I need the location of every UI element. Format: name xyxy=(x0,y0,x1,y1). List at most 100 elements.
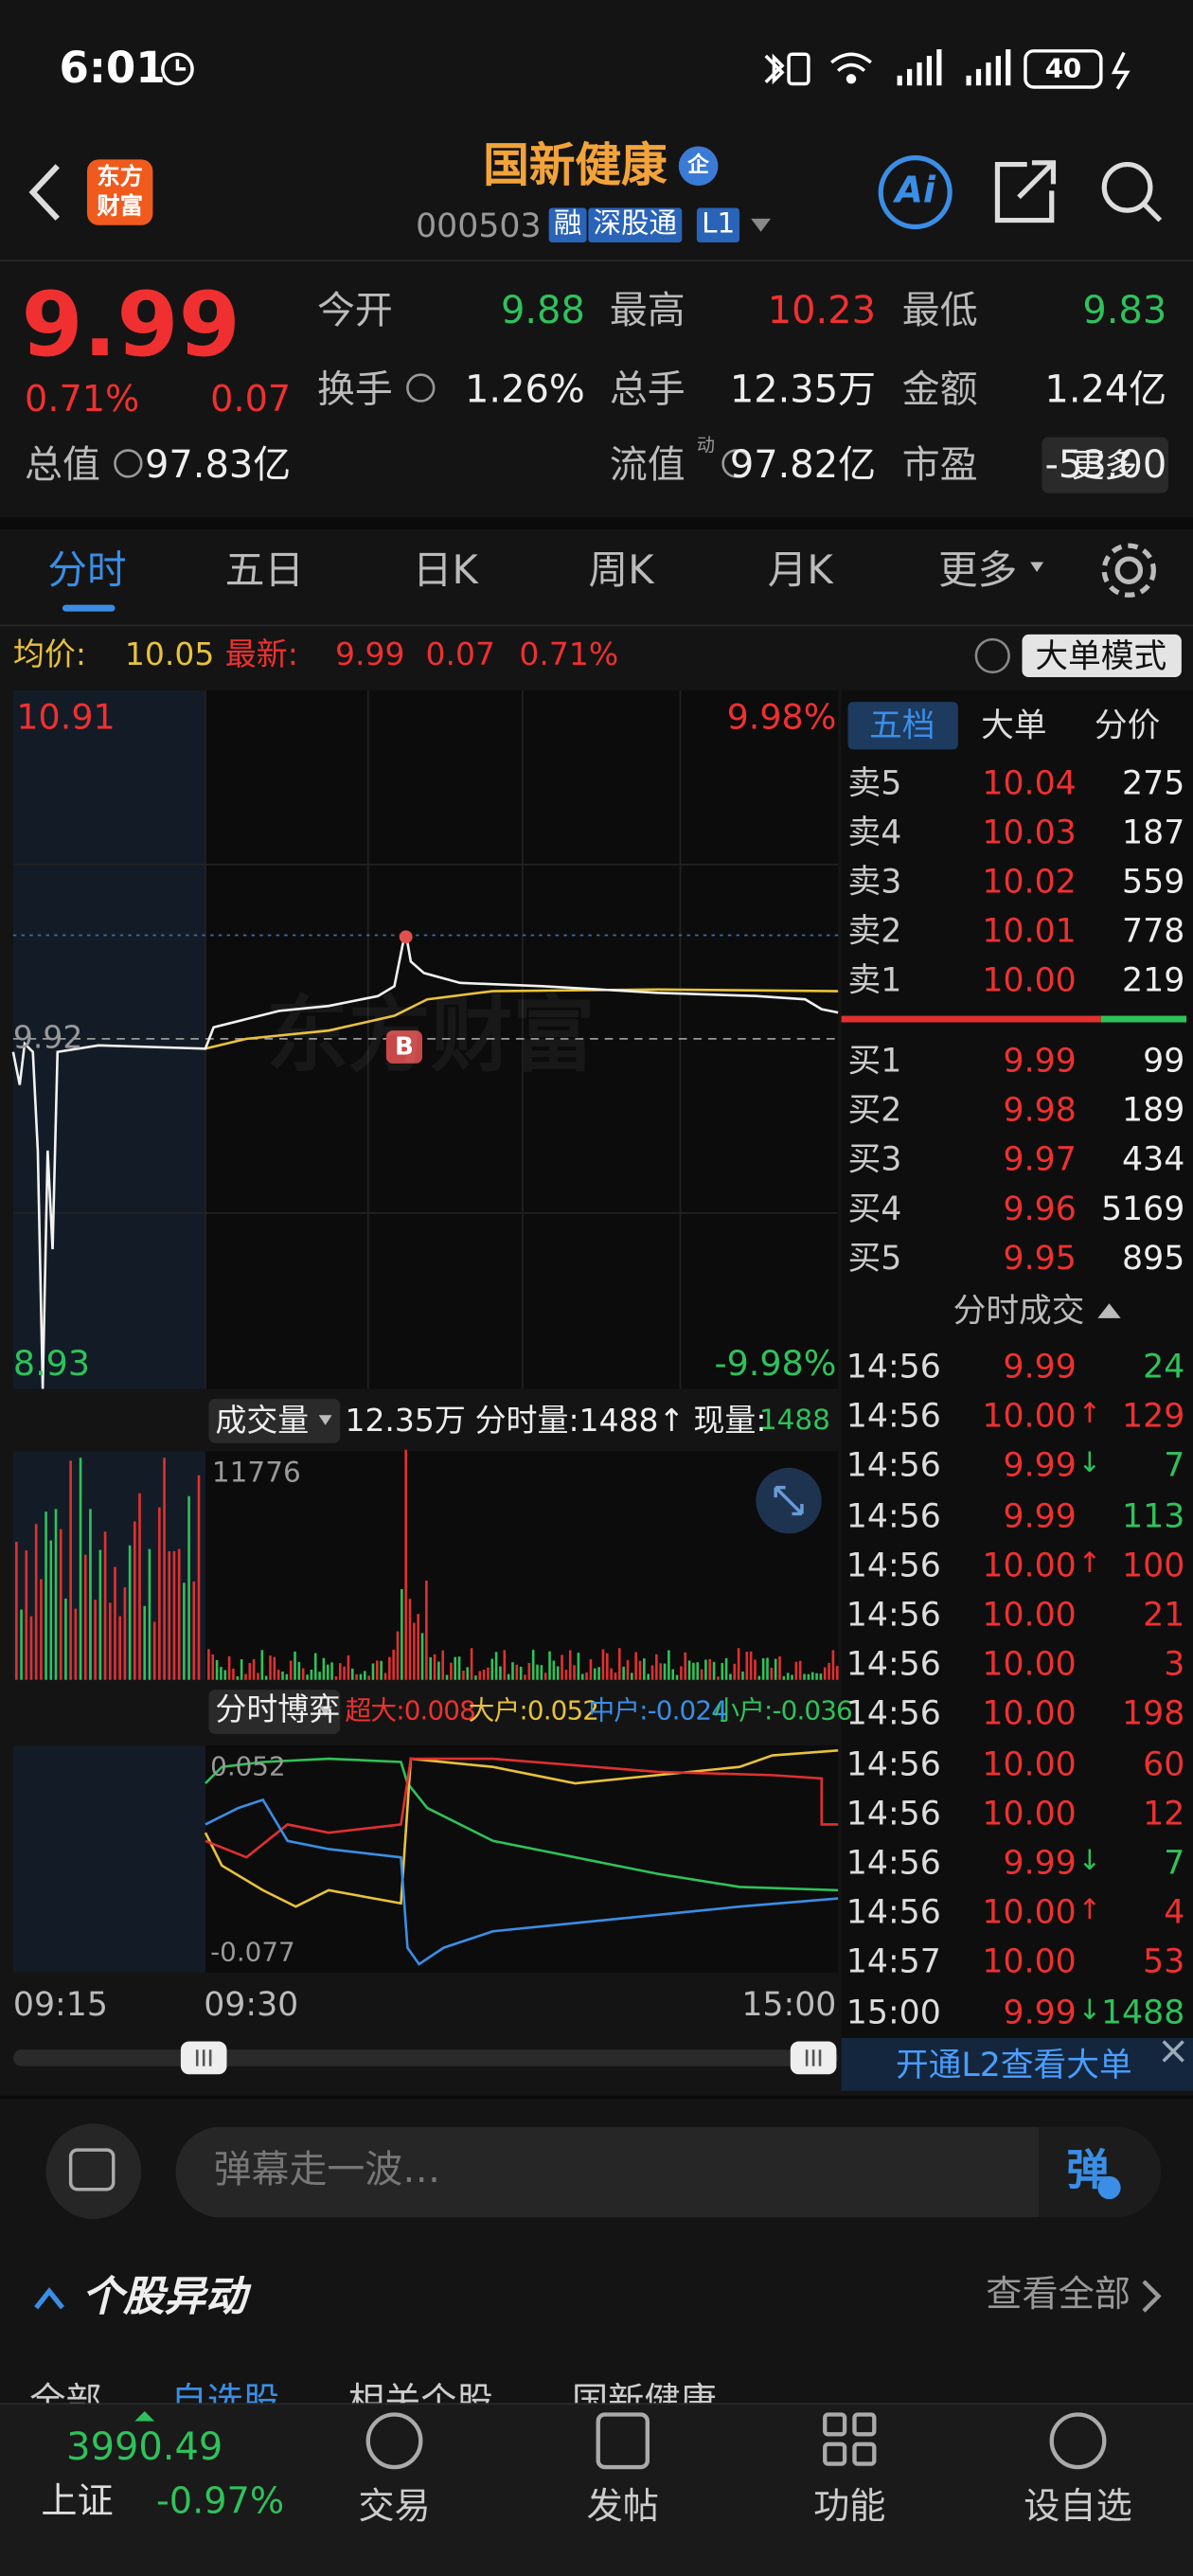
section-gap xyxy=(0,517,1193,529)
change-pct: 0.71% xyxy=(25,379,140,421)
chart-tab[interactable]: 周K xyxy=(588,546,654,594)
buy-marker-bg xyxy=(385,1030,423,1064)
watchlist-icon[interactable] xyxy=(1049,2412,1107,2470)
flow-button[interactable]: 分时博弈 xyxy=(215,1691,341,1728)
trade-volume: 1488 xyxy=(1100,1991,1185,2031)
book-level: 买3 xyxy=(847,1138,902,1179)
buy-marker: B xyxy=(395,1031,414,1062)
book-price: 10.01 xyxy=(982,910,1077,951)
trade-time: 14:56 xyxy=(846,1346,941,1386)
back-button[interactable] xyxy=(28,164,60,221)
nav-item[interactable]: 设自选 xyxy=(1024,2486,1132,2529)
danmaku-toggle[interactable] xyxy=(45,2123,142,2219)
axis-label: -9.98% xyxy=(714,1343,837,1384)
slider-track[interactable] xyxy=(12,2049,839,2066)
more-button-bg[interactable] xyxy=(1042,437,1168,493)
book-level: 买2 xyxy=(847,1089,902,1130)
trade-price: 10.00 xyxy=(982,1594,1077,1635)
stat-value: 9.88 xyxy=(500,290,585,333)
ai-label[interactable]: Ai xyxy=(895,170,936,212)
stat-label: 金额 xyxy=(901,368,978,412)
trade-price: 10.00 xyxy=(982,1395,1077,1436)
stat-value: -53.00 xyxy=(1044,444,1167,488)
book-tab[interactable]: 五档 xyxy=(869,705,935,745)
send-button[interactable]: 弹 xyxy=(1066,2146,1110,2196)
trade-price: 10.00 xyxy=(982,1545,1077,1584)
view-all[interactable]: 查看全部 xyxy=(986,2274,1131,2317)
flow-button-bg[interactable] xyxy=(208,1690,341,1734)
info-text: 0.71% xyxy=(519,636,619,673)
chart-tab[interactable]: 更多 xyxy=(937,546,1018,594)
settings-icon[interactable] xyxy=(1101,543,1156,598)
book-level: 买4 xyxy=(847,1188,902,1228)
trade-volume: 21 xyxy=(1143,1594,1185,1635)
help-icon xyxy=(974,637,1010,674)
trade-price: 9.99 xyxy=(1003,1991,1077,2031)
book-level: 买1 xyxy=(847,1040,902,1081)
book-level: 卖1 xyxy=(847,959,902,1000)
book-tab[interactable]: 大单 xyxy=(981,705,1047,745)
book-price: 10.00 xyxy=(982,959,1077,1000)
battery-level: 40 xyxy=(1044,52,1082,84)
bid-strength xyxy=(1100,1015,1187,1023)
volume-header-bg xyxy=(0,1393,839,1450)
tag: 融 xyxy=(548,207,587,242)
caret xyxy=(318,1415,332,1425)
index-name: 上证 xyxy=(41,2481,114,2524)
book-tab[interactable]: 分价 xyxy=(1094,705,1161,745)
chart-tab[interactable]: 日K xyxy=(412,546,478,594)
more-button[interactable]: 更多 xyxy=(1071,445,1137,485)
trade-arrow: ↓ xyxy=(1077,1994,1102,2028)
l2-banner[interactable]: 开通L2查看大单 xyxy=(895,2045,1132,2084)
tag: 深股通 xyxy=(588,207,683,242)
side-panel-bg xyxy=(841,689,1193,2039)
trade-volume: 3 xyxy=(1164,1643,1185,1684)
avg-line xyxy=(205,988,839,1050)
mode-button-bg[interactable] xyxy=(1022,634,1182,678)
function-icon[interactable] xyxy=(823,2412,877,2466)
post-icon[interactable] xyxy=(596,2412,650,2470)
ai-button[interactable] xyxy=(878,155,953,230)
chart-tab[interactable]: 月K xyxy=(767,546,833,594)
trade-volume: 198 xyxy=(1122,1693,1185,1733)
trade-arrow: ↓ xyxy=(1077,1845,1102,1878)
volume-button-bg[interactable] xyxy=(208,1398,341,1443)
trade-icon[interactable] xyxy=(365,2412,423,2470)
flow-label: 中户:-0.024 xyxy=(588,1694,727,1726)
section-title: 个股异动 xyxy=(81,2272,247,2320)
info-text: 均价: xyxy=(12,636,86,673)
l2-banner-bg[interactable] xyxy=(841,2038,1193,2091)
stat-value: 9.83 xyxy=(1082,290,1167,333)
info-text: 9.99 xyxy=(335,636,405,673)
info-text: 最新: xyxy=(224,636,298,673)
nav-item[interactable]: 功能 xyxy=(813,2486,886,2529)
search-icon[interactable] xyxy=(1101,161,1163,223)
danmaku-input[interactable] xyxy=(175,2126,1161,2218)
stat-label: 总手 xyxy=(609,368,686,412)
danmaku-placeholder[interactable]: 弹幕走一波… xyxy=(213,2149,441,2192)
collapse-icon[interactable] xyxy=(34,2287,64,2310)
stat-value: 10.23 xyxy=(767,290,877,333)
signal-icons xyxy=(897,49,1011,86)
flow-line-decor xyxy=(205,1798,839,1966)
nav-item[interactable]: 交易 xyxy=(358,2486,431,2529)
close-icon[interactable] xyxy=(1162,2040,1184,2063)
index-arrow xyxy=(134,2411,155,2422)
help-icons xyxy=(114,373,751,478)
handle-grip xyxy=(195,2049,822,2066)
tag: L1 xyxy=(696,207,740,242)
trade-time: 14:57 xyxy=(846,1941,941,1981)
trade-time: 15:00 xyxy=(846,1991,941,2031)
stat-label: 换手 xyxy=(316,368,393,412)
trade-volume: 113 xyxy=(1122,1494,1185,1535)
mode-button[interactable]: 大单模式 xyxy=(1035,635,1167,676)
chart-tab[interactable]: 五日 xyxy=(224,546,305,594)
book-level: 卖4 xyxy=(847,812,902,852)
share-icon[interactable] xyxy=(994,160,1057,224)
trades-title: 分时成交 xyxy=(953,1290,1085,1331)
nav-item[interactable]: 发帖 xyxy=(586,2486,659,2529)
chart-tab[interactable]: 分时 xyxy=(47,546,127,594)
volume-button[interactable]: 成交量 xyxy=(215,1403,310,1440)
send-button-bg[interactable] xyxy=(1038,2126,1162,2218)
book-price: 10.03 xyxy=(982,812,1077,852)
